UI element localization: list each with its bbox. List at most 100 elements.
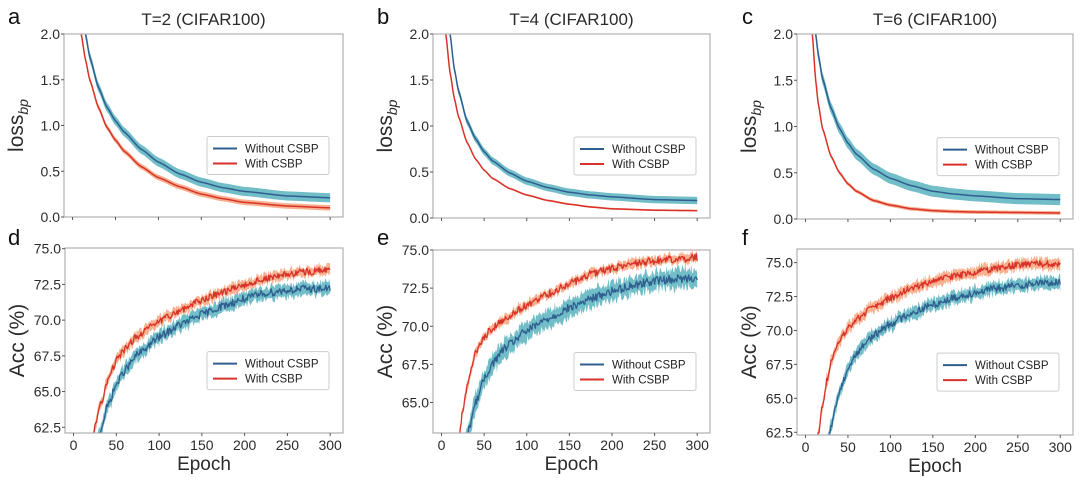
plot-area [811,34,1061,215]
panel-letter: c [742,4,753,29]
without-csbp-line [467,274,698,433]
without-csbp-line [814,34,1061,201]
x-tick-label: 250 [1006,439,1030,455]
chart-title: T=4 (CIFAR100) [509,10,633,29]
legend: Without CSBP With CSBP [573,351,697,391]
x-tick-label: 100 [147,437,171,453]
without-csbp-band [97,278,331,433]
y-tick-label: 0.5 [774,165,794,181]
with-csbp-line [445,34,698,212]
legend: Without CSBP With CSBP [206,135,330,175]
panel-letter: d [8,225,20,250]
plot-area [80,34,331,211]
without-csbp-band [827,273,1061,435]
legend-label: With CSBP [612,159,670,171]
y-tick-label: 67.5 [402,356,429,372]
with-csbp-line [93,266,331,433]
y-tick-label: 70.0 [402,318,429,334]
legend-label: Without CSBP [612,144,686,156]
legend-box [573,351,697,391]
with-csbp-line [817,259,1061,435]
x-tick-label: 300 [686,437,710,453]
y-tick-label: 65.0 [402,395,429,411]
chart-title: T=2 (CIFAR100) [141,10,265,29]
y-axis-label: lossbp [738,100,764,153]
legend-label: Without CSBP [245,359,319,371]
y-tick-label: 0.0 [774,211,794,227]
y-tick-label: 62.5 [34,419,61,435]
x-axis-label: Epoch [908,456,962,477]
panel-a: a T=2 (CIFAR100) 0.0 0.5 1.0 1.5 2.0 lossbp With… [5,4,344,225]
legend-box [573,136,697,176]
x-tick-label: 300 [1049,439,1073,455]
x-axis-label: Epoch [177,454,231,475]
panel-letter: e [377,225,389,250]
y-tick-label: 1.5 [410,72,430,88]
y-tick-label: 67.5 [766,356,793,372]
x-tick-label: 200 [600,437,624,453]
x-tick-label: 200 [964,439,988,455]
x-tick-label: 150 [190,437,214,453]
chart-title: T=6 (CIFAR100) [873,10,997,29]
plot-area [92,261,331,433]
panel-d: d 62.5 65.0 67.5 70.0 72.5 75.0 0 50 100 150 200 250… [6,225,344,475]
y-tick-label: 72.5 [766,289,793,305]
legend-label: With CSBP [612,374,670,386]
y-tick-label: 72.5 [34,276,61,292]
y-tick-label: 65.0 [766,390,793,406]
axes-frame [796,248,1074,436]
x-tick-label: 50 [840,439,856,455]
plot-area [445,34,698,212]
x-tick-label: 200 [233,437,257,453]
legend-label: With CSBP [245,158,303,170]
with-csbp-band [81,34,331,211]
legend: Without CSBP With CSBP [936,352,1060,392]
x-tick-label: 250 [276,437,300,453]
y-tick-label: 0.5 [410,164,430,180]
legend-box [206,351,330,391]
without-csbp-line [828,278,1061,435]
panel-letter: a [8,4,21,29]
y-tick-label: 75.0 [34,241,61,257]
y-tick-label: 70.0 [34,312,61,328]
x-tick-label: 0 [70,437,78,453]
axes-frame [64,247,344,434]
y-tick-label: 62.5 [766,424,793,440]
panel-f: f 62.5 65.0 67.5 70.0 72.5 75.0 0 50 100 150 200 250… [738,225,1074,477]
without-csbp-line [98,284,331,433]
x-tick-label: 0 [438,437,446,453]
without-csbp-line [449,34,698,202]
axes-frame [432,249,711,434]
legend-box [936,352,1060,392]
legend: Without CSBP With CSBP [206,351,330,391]
x-tick-label: 250 [643,437,667,453]
y-axis-label: Acc (%) [738,305,761,379]
y-tick-label: 2.0 [410,26,430,42]
y-tick-label: 67.5 [34,348,61,364]
legend-label: Without CSBP [612,359,686,371]
legend-label: Without CSBP [245,143,319,155]
y-axis-label: lossbp [5,99,31,152]
panel-letter: f [742,225,749,250]
y-tick-label: 1.5 [774,72,794,88]
y-tick-label: 0.5 [41,163,61,179]
with-csbp-line [80,34,331,209]
x-tick-label: 100 [879,439,903,455]
y-tick-label: 70.0 [766,322,793,338]
y-tick-label: 2.0 [41,26,61,42]
panel-letter: b [377,4,389,29]
panel-b: b T=4 (CIFAR100) 0.0 0.5 1.0 1.5 2.0 lossbp With… [374,4,711,226]
legend-label: With CSBP [245,374,303,386]
legend-box [936,137,1060,177]
panel-e: e 65.0 67.5 70.0 72.5 75.0 0 50 100 150 200 250 300 E… [374,225,711,475]
y-tick-label: 75.0 [402,242,429,258]
x-tick-label: 0 [802,439,810,455]
legend-label: Without CSBP [975,360,1049,372]
legend: Without CSBP With CSBP [936,137,1060,177]
y-tick-label: 0.0 [41,209,61,225]
panel-c: c T=6 (CIFAR100) 0.0 0.5 1.0 1.5 2.0 lossbp With… [738,4,1074,227]
y-tick-label: 72.5 [402,280,429,296]
legend: Without CSBP With CSBP [573,136,697,176]
legend-box [206,135,330,175]
